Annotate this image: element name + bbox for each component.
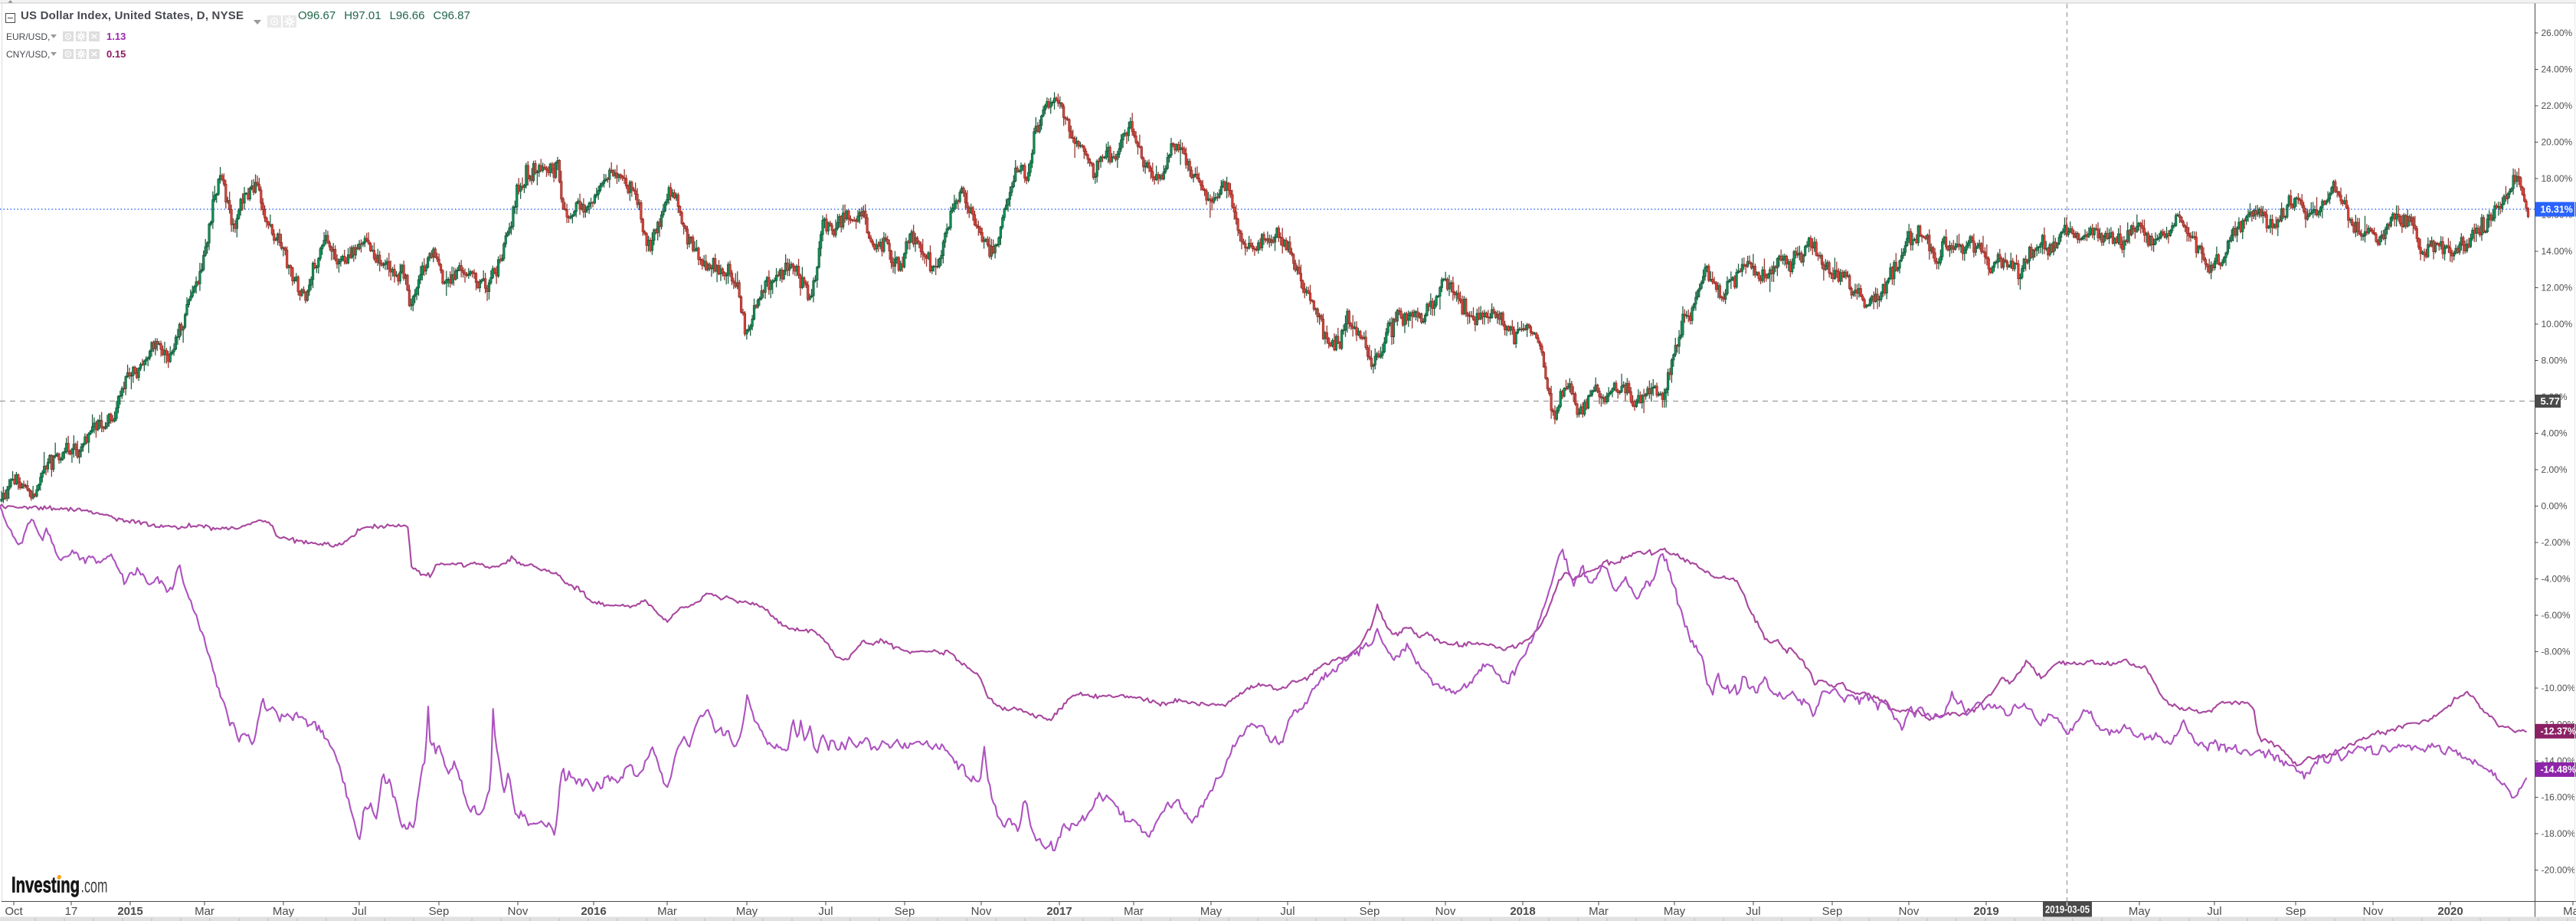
svg-text:8.00%: 8.00% xyxy=(2542,356,2568,366)
svg-text:May: May xyxy=(2129,905,2151,918)
svg-text:2019: 2019 xyxy=(1973,905,1998,918)
svg-text:-6.00%: -6.00% xyxy=(2542,610,2571,621)
svg-text:16.31%: 16.31% xyxy=(2541,204,2573,215)
svg-text:Jul: Jul xyxy=(818,905,833,918)
svg-text:Jul: Jul xyxy=(352,905,366,918)
svg-text:Sep: Sep xyxy=(1360,905,1380,918)
svg-text:-14.48%: -14.48% xyxy=(2541,765,2576,775)
svg-text:-12.37%: -12.37% xyxy=(2541,726,2576,737)
svg-text:18.00%: 18.00% xyxy=(2542,173,2573,184)
svg-text:Oct: Oct xyxy=(5,905,23,918)
svg-text:.com: .com xyxy=(81,873,108,896)
svg-text:Nov: Nov xyxy=(2363,905,2384,918)
svg-text:Mar: Mar xyxy=(1124,905,1144,918)
svg-text:Mar: Mar xyxy=(1589,905,1609,918)
svg-text:2018: 2018 xyxy=(1510,905,1535,918)
svg-text:Sep: Sep xyxy=(429,905,450,918)
svg-text:24.00%: 24.00% xyxy=(2542,64,2573,75)
svg-text:Mar: Mar xyxy=(2563,905,2576,918)
svg-text:2017: 2017 xyxy=(1046,905,1072,918)
svg-text:-18.00%: -18.00% xyxy=(2542,828,2576,839)
svg-text:-10.00%: -10.00% xyxy=(2542,683,2576,693)
svg-text:22.00%: 22.00% xyxy=(2542,100,2573,111)
svg-text:10.00%: 10.00% xyxy=(2542,319,2573,329)
svg-text:Investıng: Investıng xyxy=(11,873,80,897)
svg-text:Jul: Jul xyxy=(1280,905,1295,918)
svg-text:Jul: Jul xyxy=(2207,905,2221,918)
svg-text:May: May xyxy=(1664,905,1686,918)
svg-text:2015: 2015 xyxy=(117,905,142,918)
svg-text:May: May xyxy=(736,905,758,918)
svg-text:4.00%: 4.00% xyxy=(2542,428,2568,439)
svg-text:May: May xyxy=(1200,905,1223,918)
svg-text:Mar: Mar xyxy=(657,905,677,918)
svg-text:0.00%: 0.00% xyxy=(2542,501,2568,512)
svg-text:Mar: Mar xyxy=(195,905,214,918)
svg-text:Sep: Sep xyxy=(1822,905,1843,918)
svg-text:Sep: Sep xyxy=(2286,905,2306,918)
svg-text:Nov: Nov xyxy=(1899,905,1920,918)
svg-text:May: May xyxy=(273,905,295,918)
svg-text:2.00%: 2.00% xyxy=(2542,464,2568,475)
svg-text:-2.00%: -2.00% xyxy=(2542,537,2571,548)
svg-text:2020: 2020 xyxy=(2437,905,2463,918)
svg-text:-20.00%: -20.00% xyxy=(2542,865,2576,876)
svg-text:Sep: Sep xyxy=(895,905,915,918)
svg-text:12.00%: 12.00% xyxy=(2542,283,2573,293)
svg-text:-16.00%: -16.00% xyxy=(2542,792,2576,803)
svg-text:26.00%: 26.00% xyxy=(2542,28,2573,38)
svg-text:20.00%: 20.00% xyxy=(2542,137,2573,148)
svg-text:17: 17 xyxy=(65,905,78,918)
svg-text:14.00%: 14.00% xyxy=(2542,246,2573,257)
svg-text:Nov: Nov xyxy=(508,905,529,918)
svg-text:-4.00%: -4.00% xyxy=(2542,574,2571,585)
svg-text:5.77: 5.77 xyxy=(2541,395,2560,407)
svg-text:Nov: Nov xyxy=(971,905,992,918)
svg-text:2016: 2016 xyxy=(581,905,606,918)
svg-text:Nov: Nov xyxy=(1435,905,1456,918)
svg-text:-8.00%: -8.00% xyxy=(2542,647,2571,657)
svg-text:2019-03-05: 2019-03-05 xyxy=(2045,904,2090,916)
svg-text:Jul: Jul xyxy=(1746,905,1760,918)
